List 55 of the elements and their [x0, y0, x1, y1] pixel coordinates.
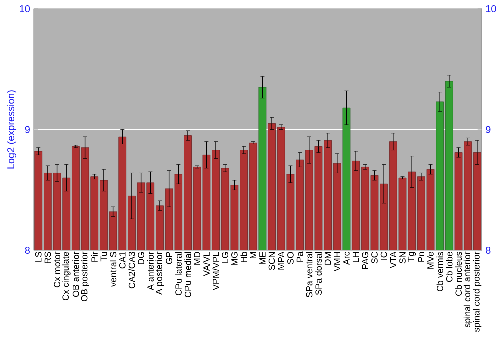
x-tick-label: RS [44, 252, 52, 264]
x-tick-label: Pir [91, 252, 98, 262]
x-tick-label: SPa ventral [306, 252, 313, 298]
x-tick-label: DG [138, 252, 144, 264]
x-tick-label: ventral S [110, 252, 117, 287]
x-tick-label: Arc [344, 252, 350, 265]
x-tick-label: OB anterior [72, 252, 80, 297]
x-tick-label: spinal cord posterior [473, 252, 482, 332]
x-tick-label: SC [372, 252, 378, 264]
x-tick-label: VPM/VPL [212, 252, 220, 290]
x-tick-label: Hb [240, 252, 248, 262]
x-tick-label: Pa [296, 252, 304, 262]
x-tick-label: VTA [390, 252, 396, 268]
x-tick-label: Tg [408, 252, 416, 262]
x-tick-label: SN [400, 252, 406, 264]
x-tick-label: A posterior [156, 252, 164, 295]
x-tick-label: Tu [100, 252, 108, 262]
x-tick-label: CA2/CA3 [128, 252, 136, 288]
x-tick-label: MD [194, 252, 200, 265]
x-tick-label: DM [324, 252, 332, 265]
x-tick-label: SCN [268, 252, 276, 270]
x-tick-label: PAG [362, 252, 369, 270]
x-tick-label: Cb lobe [446, 252, 453, 282]
x-tick-label: MPA [278, 252, 284, 270]
x-tick-label: ME [260, 252, 266, 264]
x-tick-label: SPa dorsal [315, 252, 322, 295]
x-tick-label: Pn [418, 252, 424, 262]
y2-tick-label: 9 [486, 126, 491, 134]
x-tick-label: SO [288, 252, 294, 264]
x-tick-label: Cx motor [54, 252, 60, 288]
y-tick-label: 10 [20, 5, 30, 12]
x-tick-label: GP [166, 252, 172, 264]
x-tick-label: LS [35, 252, 42, 262]
x-tick-label: MG [232, 252, 238, 266]
x-tick-label: VMH [334, 252, 340, 272]
x-tick-label: LG [222, 252, 229, 263]
x-tick-label: OB posterior [81, 252, 90, 302]
x-tick-label: CPu medial [184, 252, 192, 298]
x-tick-label: IC [380, 252, 388, 260]
x-tick-label: VA/VL [203, 252, 210, 276]
x-tick-label: spinal cord anterior [464, 252, 472, 328]
x-tick-label: CA1 [119, 252, 126, 269]
y2-tick-label: 10 [486, 5, 496, 12]
x-tick-label: M [250, 252, 256, 258]
y-tick-label: 9 [25, 126, 30, 134]
x-tick-label: CPu lateral [175, 252, 182, 296]
y-axis-title: Log2 (expression) [7, 90, 17, 169]
y-tick-label: 8 [25, 246, 30, 254]
x-tick-label: MVe [428, 252, 434, 269]
x-tick-label: LH [352, 252, 360, 262]
x-tick-label: Cb vermis [436, 252, 444, 292]
y2-tick-label: 8 [486, 246, 491, 254]
x-tick-label: A anterior [147, 252, 154, 290]
x-tick-label: Cx cingulate [62, 252, 71, 300]
x-tick-label: Cb nucleus [455, 252, 462, 296]
